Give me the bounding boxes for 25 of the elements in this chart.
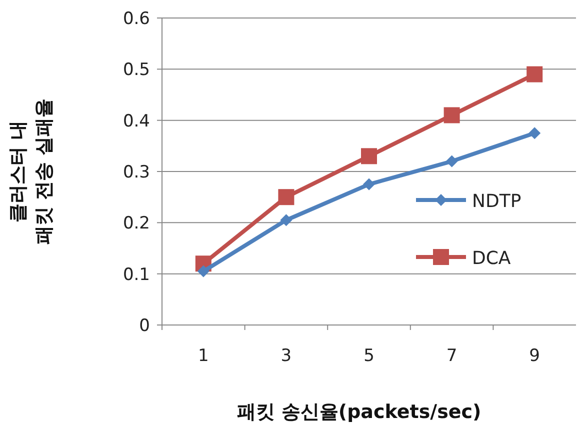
y-tick-label: 0.6 [122,9,150,29]
point [444,107,460,124]
point [528,127,541,140]
point [361,148,377,164]
y-axis-title: 클러스터 내 패킷 전송 실패율 [7,98,55,245]
y-tick-label: 0.2 [122,214,150,234]
point [197,265,210,278]
x-tick-label: 1 [198,346,209,366]
point [278,189,294,206]
point [446,155,458,168]
legend-label: NDTP [472,191,522,212]
y-tick-label: 0.4 [122,111,150,132]
point [526,66,543,82]
x-axis-title: 패킷 송신율(packets/sec) [236,401,482,423]
y-tick-label: 0.1 [122,264,150,285]
legend-label: DCA [472,248,512,269]
point [280,214,292,226]
x-tick-label: 3 [280,346,292,366]
point [363,178,375,190]
x-tick-label: 5 [364,346,374,366]
y-tick-label: 0.3 [122,162,150,182]
y-tick-label: 0 [139,316,150,336]
x-tick-label: 7 [446,346,458,366]
y-tick-label: 0.5 [122,60,150,80]
x-tick-label: 9 [529,346,540,366]
